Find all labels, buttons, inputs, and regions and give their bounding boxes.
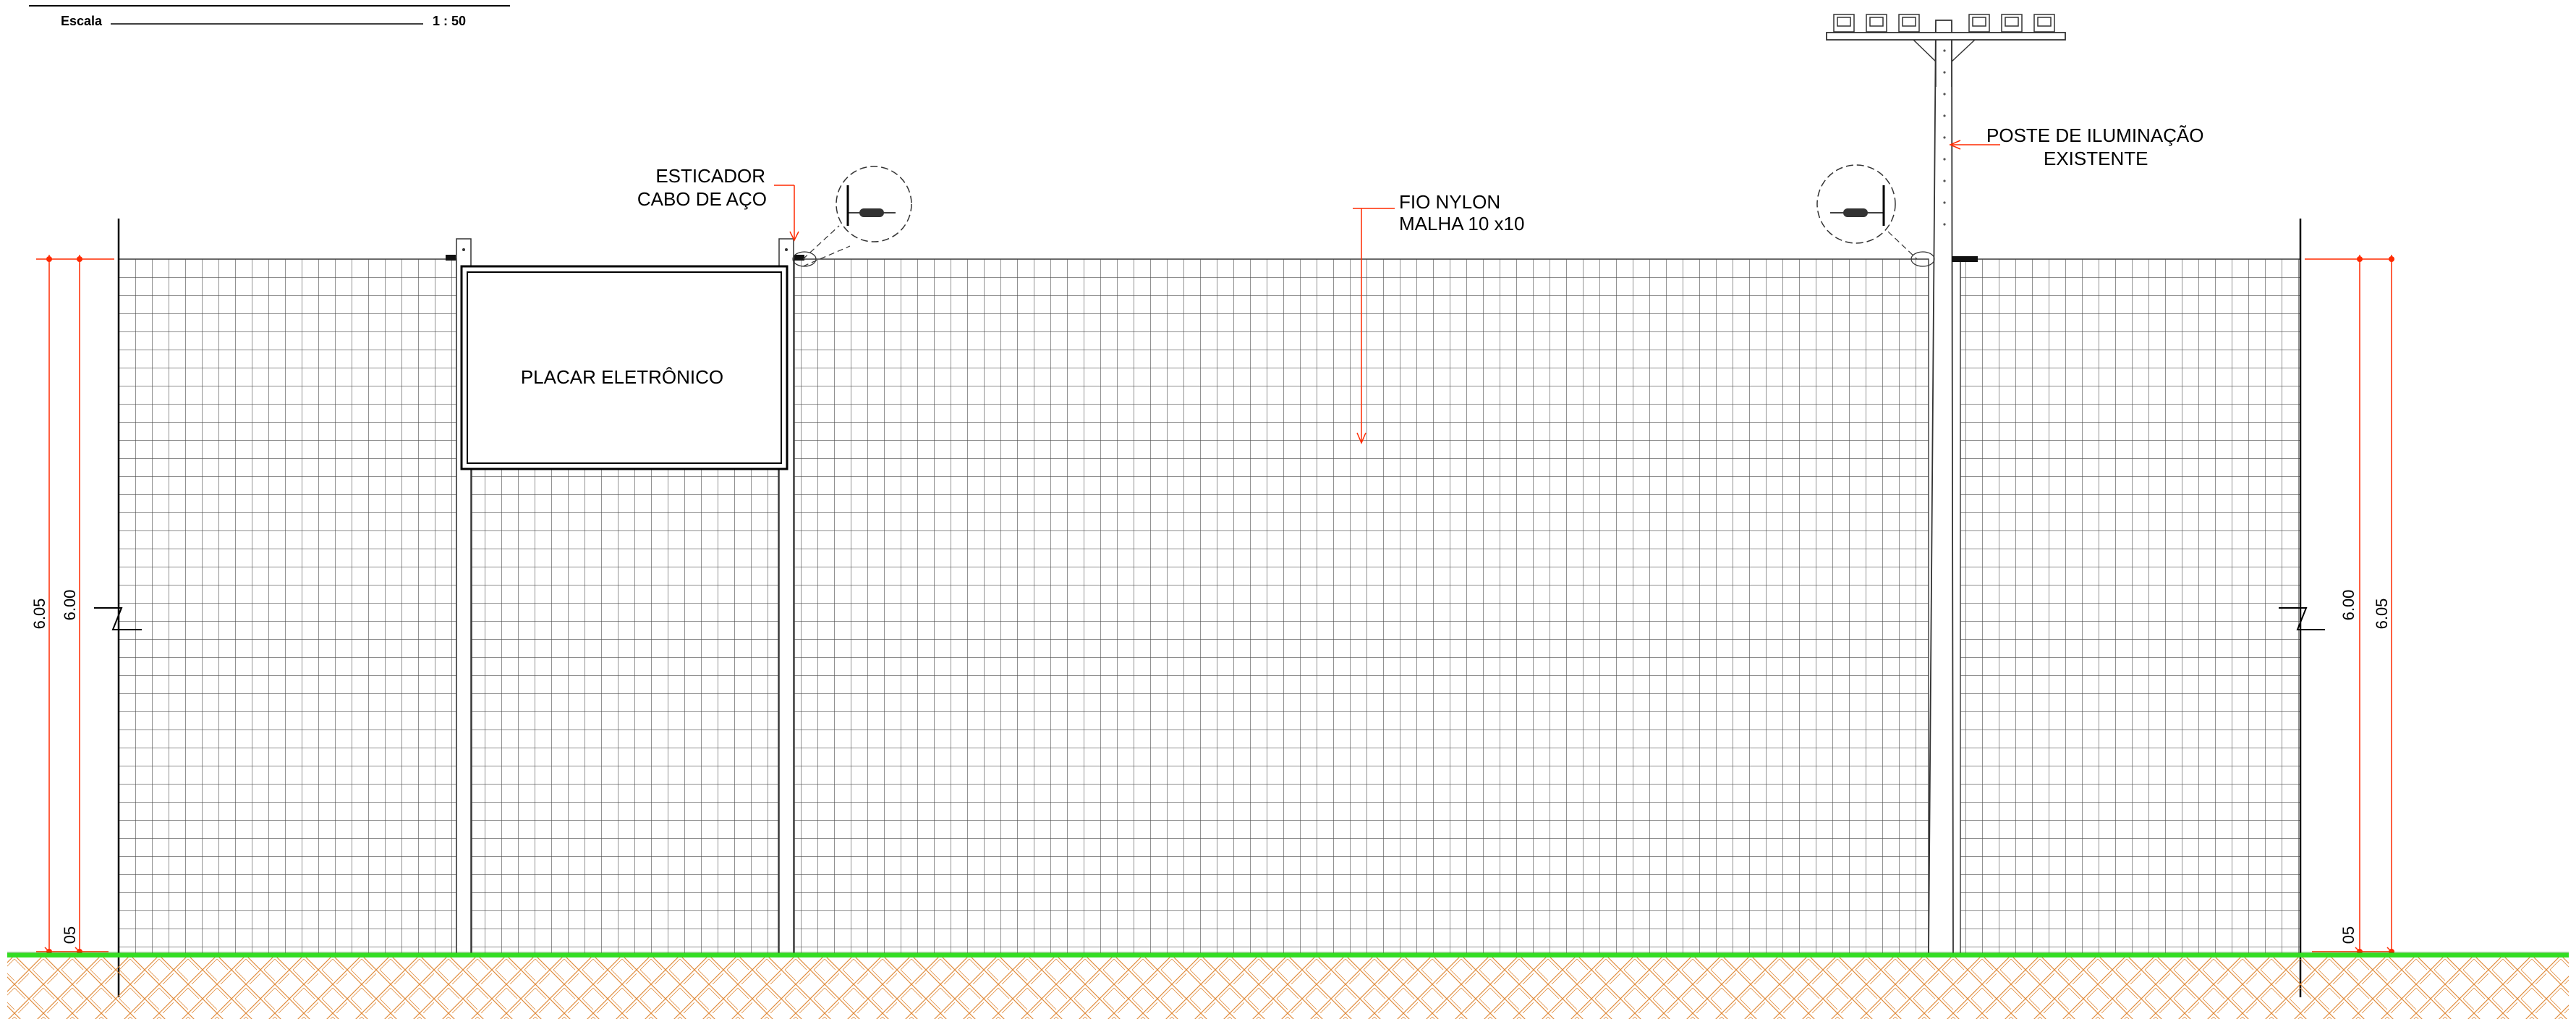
electronic-scoreboard: PLACAR ELETRÔNICO — [460, 265, 788, 470]
scale-label: Escala — [61, 14, 103, 28]
annotations: ESTICADOR CABO DE AÇO FIO NYLON MALHA 10… — [637, 124, 2204, 234]
net-label-1: FIO NYLON — [1399, 191, 1500, 213]
lighting-pole — [1826, 14, 2066, 956]
tensioner-detail-left — [792, 166, 912, 267]
net-label-2: MALHA 10 x10 — [1399, 213, 1524, 234]
scoreboard-label: PLACAR ELETRÔNICO — [521, 366, 723, 388]
dim-right-total: 6.05 — [2373, 599, 2391, 630]
dimension-right-dots — [2357, 256, 2394, 955]
dimension-right — [2305, 255, 2397, 957]
floodlights — [1833, 14, 2055, 33]
dim-right-net: 6.00 — [2339, 590, 2358, 621]
title-block: Escala 1 : 50 — [29, 5, 510, 28]
tensioner-label-1: ESTICADOR — [655, 165, 765, 187]
nylon-net — [118, 258, 2301, 956]
dim-left-base: 05 — [61, 926, 79, 944]
annotation-leaders — [774, 140, 2000, 444]
ground — [7, 952, 2569, 1019]
dim-left-net: 6.00 — [61, 590, 79, 621]
dim-right-base: 05 — [2339, 926, 2358, 944]
scale-value: 1 : 50 — [433, 14, 466, 28]
pole-label-1: POSTE DE ILUMINAÇÃO — [1986, 124, 2204, 146]
tensioner-label-2: CABO DE AÇO — [637, 188, 767, 210]
dim-left-total: 6.05 — [30, 599, 48, 630]
end-posts — [94, 219, 2325, 997]
tensioner-detail-right — [1816, 164, 1935, 267]
pole-label-2: EXISTENTE — [2044, 148, 2148, 169]
